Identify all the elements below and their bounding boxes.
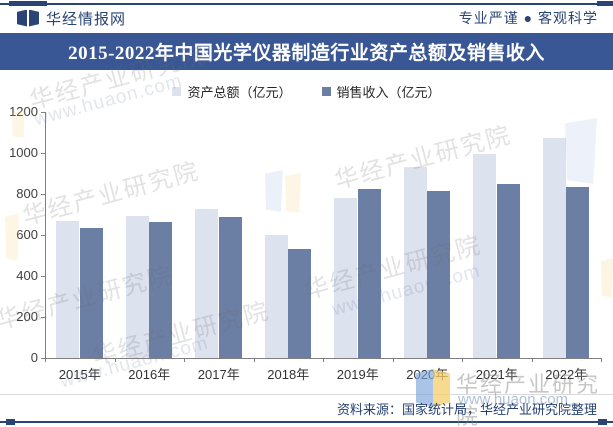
bar-资产总额（亿元）-2018年	[264, 235, 288, 358]
bar-资产总额（亿元）-2017年	[195, 208, 219, 358]
x-axis-tick	[323, 358, 324, 362]
x-axis-tick	[45, 358, 46, 362]
x-axis-tick	[253, 358, 255, 362]
watermark-page-shape	[285, 173, 301, 213]
y-axis-tick	[41, 194, 45, 195]
legend-swatch-icon	[321, 87, 331, 96]
watermark-text: 华经产业研究院	[89, 297, 273, 371]
bar-销售收入（亿元）-2022年	[566, 186, 590, 358]
bottom-border-line	[0, 421, 613, 423]
x-axis-label: 2017年	[197, 367, 240, 382]
data-source-note: 资料来源：国家统计局，华经产业研究院整理	[336, 402, 597, 417]
y-axis-tick-label: 800	[16, 186, 38, 201]
y-axis-tick	[41, 358, 45, 359]
x-axis-label: 2016年	[128, 367, 171, 382]
chart-legend: 资产总额（亿元） 销售收入（亿元）	[0, 82, 613, 101]
bar-销售收入（亿元）-2021年	[496, 183, 520, 358]
bar-资产总额（亿元）-2020年	[403, 166, 427, 358]
x-axis-tick	[601, 358, 602, 362]
x-axis-label: 2015年	[58, 367, 101, 382]
watermark-company-name: 华经产业研究院	[456, 372, 601, 427]
y-axis-tick	[41, 317, 45, 318]
watermark-page-shape	[601, 258, 613, 298]
bottom-border-cap-right	[598, 419, 607, 425]
legend-label: 资产总额（亿元）	[187, 85, 292, 100]
x-axis-label: 2021年	[475, 367, 518, 382]
y-axis-tick-label: 200	[16, 309, 38, 324]
x-axis-label: 2019年	[336, 367, 379, 382]
bar-资产总额（亿元）-2019年	[334, 198, 358, 358]
bar-资产总额（亿元）-2015年	[56, 221, 80, 358]
bar-销售收入（亿元）-2017年	[218, 217, 242, 358]
y-axis-tick-label: 0	[30, 350, 38, 365]
title-band: 2015-2022年中国光学仪器制造行业资产总额及销售收入	[0, 33, 613, 70]
bar-销售收入（亿元）-2019年	[357, 188, 381, 358]
watermark-text: www.huaon.com	[32, 70, 185, 131]
brand-name: 华经情报网	[46, 10, 127, 28]
y-axis-tick	[41, 276, 45, 277]
y-axis-tick	[41, 235, 45, 236]
huajing-book-logo-icon	[17, 9, 39, 27]
watermark-url: www.huaon.com	[458, 391, 569, 408]
x-axis-tick	[184, 358, 185, 362]
top-border-cap-left	[9, 1, 47, 6]
watermark-text: 华经产业研究院	[26, 41, 210, 115]
y-axis-tick	[41, 153, 45, 154]
top-border-cap-right	[597, 1, 613, 6]
bar-销售收入（亿元）-2015年	[79, 228, 103, 358]
legend-item: 资产总额（亿元）	[172, 82, 292, 101]
legend-item: 销售收入（亿元）	[321, 82, 441, 101]
legend-label: 销售收入（亿元）	[336, 85, 441, 100]
y-axis-tick-label: 1200	[9, 104, 38, 119]
watermark-page-shape	[565, 118, 597, 184]
top-border-line	[0, 3, 613, 5]
y-axis-tick-label: 1000	[9, 145, 38, 160]
y-axis-tick-label: 600	[16, 227, 38, 242]
y-axis-tick	[41, 112, 45, 113]
chart-title: 2015-2022年中国光学仪器制造行业资产总额及销售收入	[68, 43, 545, 64]
x-axis-label: 2022年	[545, 367, 588, 382]
x-axis-tick	[392, 358, 394, 362]
watermark-book-logo-icon	[414, 369, 452, 407]
y-axis-line	[45, 112, 46, 358]
footer-separator	[0, 394, 613, 395]
watermark-page-shape	[5, 213, 19, 261]
bar-销售收入（亿元）-2020年	[427, 191, 451, 358]
y-axis-tick-label: 400	[16, 268, 38, 283]
header: 华经情报网 专业严谨 ● 客观科学	[17, 5, 598, 31]
watermark-page-shape	[265, 170, 283, 212]
x-axis-label: 2018年	[267, 367, 310, 382]
bar-销售收入（亿元）-2016年	[149, 222, 173, 358]
bar-销售收入（亿元）-2018年	[288, 248, 312, 358]
header-tagline: 专业严谨 ● 客观科学	[458, 10, 598, 26]
bar-资产总额（亿元）-2016年	[125, 215, 149, 358]
x-axis-tick	[531, 358, 533, 362]
x-axis-tick	[462, 358, 463, 362]
watermark-text: 华经产业研究院	[301, 231, 485, 305]
brand-block: 华经情报网	[17, 8, 126, 29]
x-axis-tick	[114, 358, 116, 362]
bottom-border-cap-left	[6, 419, 15, 425]
legend-swatch-icon	[172, 87, 182, 96]
watermark-page-shape	[12, 110, 25, 138]
bar-资产总额（亿元）-2021年	[473, 153, 497, 358]
bar-资产总额（亿元）-2022年	[542, 138, 566, 358]
